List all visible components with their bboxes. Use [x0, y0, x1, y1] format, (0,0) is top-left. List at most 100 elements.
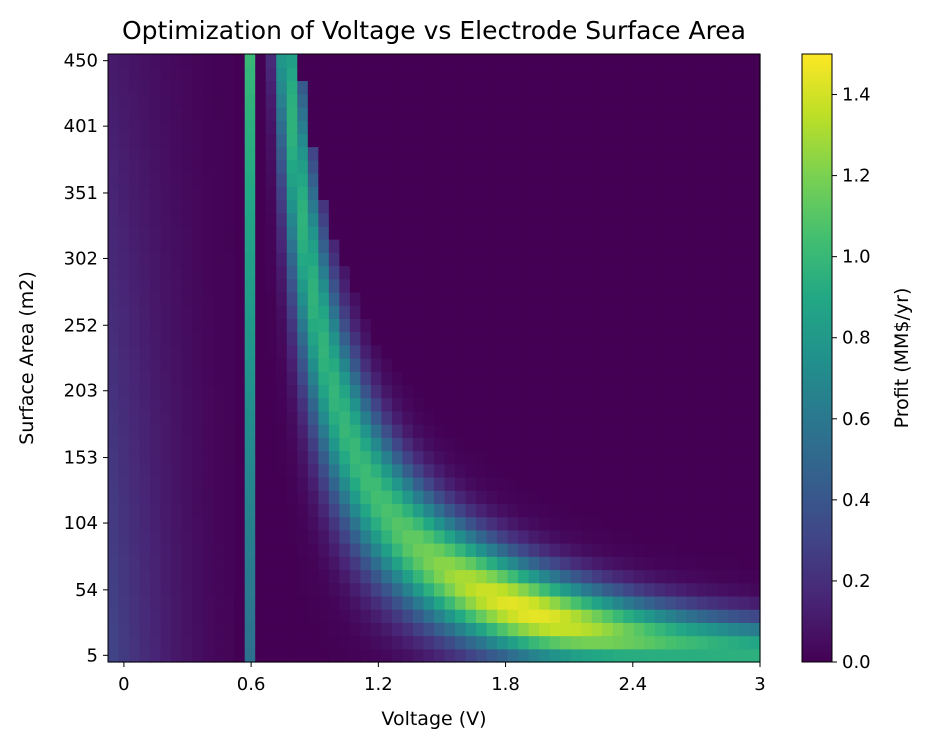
heatmap-cell [602, 212, 614, 227]
heatmap-cell [686, 265, 698, 280]
heatmap-cell [476, 80, 488, 95]
heatmap-cell [402, 225, 414, 240]
heatmap-cell [129, 318, 141, 333]
heatmap-cell [118, 199, 130, 214]
heatmap-cell [307, 397, 319, 412]
heatmap-cell [129, 212, 141, 227]
heatmap-cell [434, 172, 446, 187]
heatmap-cell [749, 622, 761, 637]
heatmap-cell [328, 371, 340, 386]
heatmap-cell [612, 437, 624, 452]
heatmap-cell [570, 133, 582, 148]
heatmap-cell [465, 159, 477, 174]
heatmap-cell [339, 54, 351, 68]
heatmap-cell [675, 252, 687, 267]
heatmap-cell [234, 186, 246, 200]
heatmap-cell [423, 410, 435, 425]
heatmap-cell [717, 529, 730, 544]
heatmap-cell [654, 424, 666, 438]
heatmap-cell [591, 199, 603, 214]
heatmap-cell [444, 397, 456, 412]
heatmap-cell [434, 199, 446, 214]
heatmap-cell [738, 490, 751, 504]
heatmap-cell [391, 569, 404, 584]
heatmap-cell [265, 490, 277, 504]
heatmap-cell [738, 569, 751, 584]
heatmap-cell [255, 503, 267, 518]
heatmap-cell [423, 291, 435, 306]
heatmap-cell [560, 635, 572, 650]
heatmap-cell [276, 543, 288, 557]
heatmap-cell [139, 569, 151, 584]
heatmap-cell [223, 622, 235, 637]
heatmap-cell [696, 172, 709, 187]
heatmap-cell [412, 358, 425, 372]
heatmap-cell [665, 371, 677, 386]
heatmap-cell [539, 582, 551, 597]
heatmap-cell [644, 476, 656, 491]
heatmap-cell [560, 146, 572, 161]
heatmap-cell [223, 450, 235, 465]
heatmap-cell [444, 503, 456, 518]
heatmap-cell [444, 252, 456, 267]
heatmap-cell [202, 622, 214, 637]
heatmap-cell [307, 595, 319, 610]
heatmap-cell [412, 252, 425, 267]
heatmap-cell [612, 476, 624, 491]
heatmap-cell [139, 265, 151, 280]
heatmap-cell [213, 225, 225, 240]
heatmap-cell [686, 159, 698, 174]
heatmap-cell [623, 146, 635, 161]
heatmap-cell [591, 80, 603, 95]
heatmap-cell [265, 371, 277, 386]
heatmap-cell [255, 476, 267, 491]
heatmap-cell [591, 648, 603, 663]
heatmap-cell [728, 358, 740, 372]
heatmap-cell [129, 146, 141, 161]
heatmap-cell [507, 159, 519, 174]
heatmap-cell [339, 529, 351, 544]
heatmap-cell [707, 609, 719, 623]
heatmap-cell [255, 397, 267, 412]
heatmap-cell [192, 67, 204, 82]
heatmap-cell [423, 225, 435, 240]
heatmap-cell [192, 371, 204, 386]
heatmap-cell [549, 569, 561, 584]
heatmap-cell [118, 529, 130, 544]
heatmap-cell [150, 569, 162, 584]
heatmap-cell [118, 543, 130, 557]
heatmap-cell [476, 582, 488, 597]
heatmap-cell [255, 252, 267, 267]
heatmap-cell [150, 106, 162, 121]
heatmap-cell [276, 120, 288, 134]
heatmap-cell [738, 582, 751, 597]
heatmap-cell [686, 450, 698, 465]
heatmap-cell [118, 424, 130, 438]
heatmap-cell [444, 278, 456, 293]
heatmap-cell [539, 278, 551, 293]
heatmap-cell [276, 212, 288, 227]
heatmap-cell [181, 331, 193, 346]
heatmap-cell [297, 252, 309, 267]
heatmap-cell [717, 463, 730, 478]
heatmap-cell [139, 622, 151, 637]
heatmap-cell [108, 476, 120, 491]
heatmap-cell [234, 450, 246, 465]
heatmap-cell [349, 239, 361, 253]
heatmap-cell [381, 199, 393, 214]
heatmap-cell [654, 225, 666, 240]
heatmap-cell [265, 318, 277, 333]
heatmap-cell [444, 133, 456, 148]
heatmap-cell [318, 344, 330, 359]
heatmap-cell [244, 120, 256, 134]
heatmap-cell [707, 371, 719, 386]
heatmap-cell [665, 159, 677, 174]
heatmap-cell [539, 252, 551, 267]
heatmap-cell [349, 252, 361, 267]
heatmap-cell [749, 93, 761, 108]
heatmap-cell [486, 199, 498, 214]
heatmap-cell [539, 622, 551, 637]
heatmap-cell [339, 450, 351, 465]
heatmap-cell [234, 384, 246, 399]
heatmap-cell [391, 609, 404, 623]
